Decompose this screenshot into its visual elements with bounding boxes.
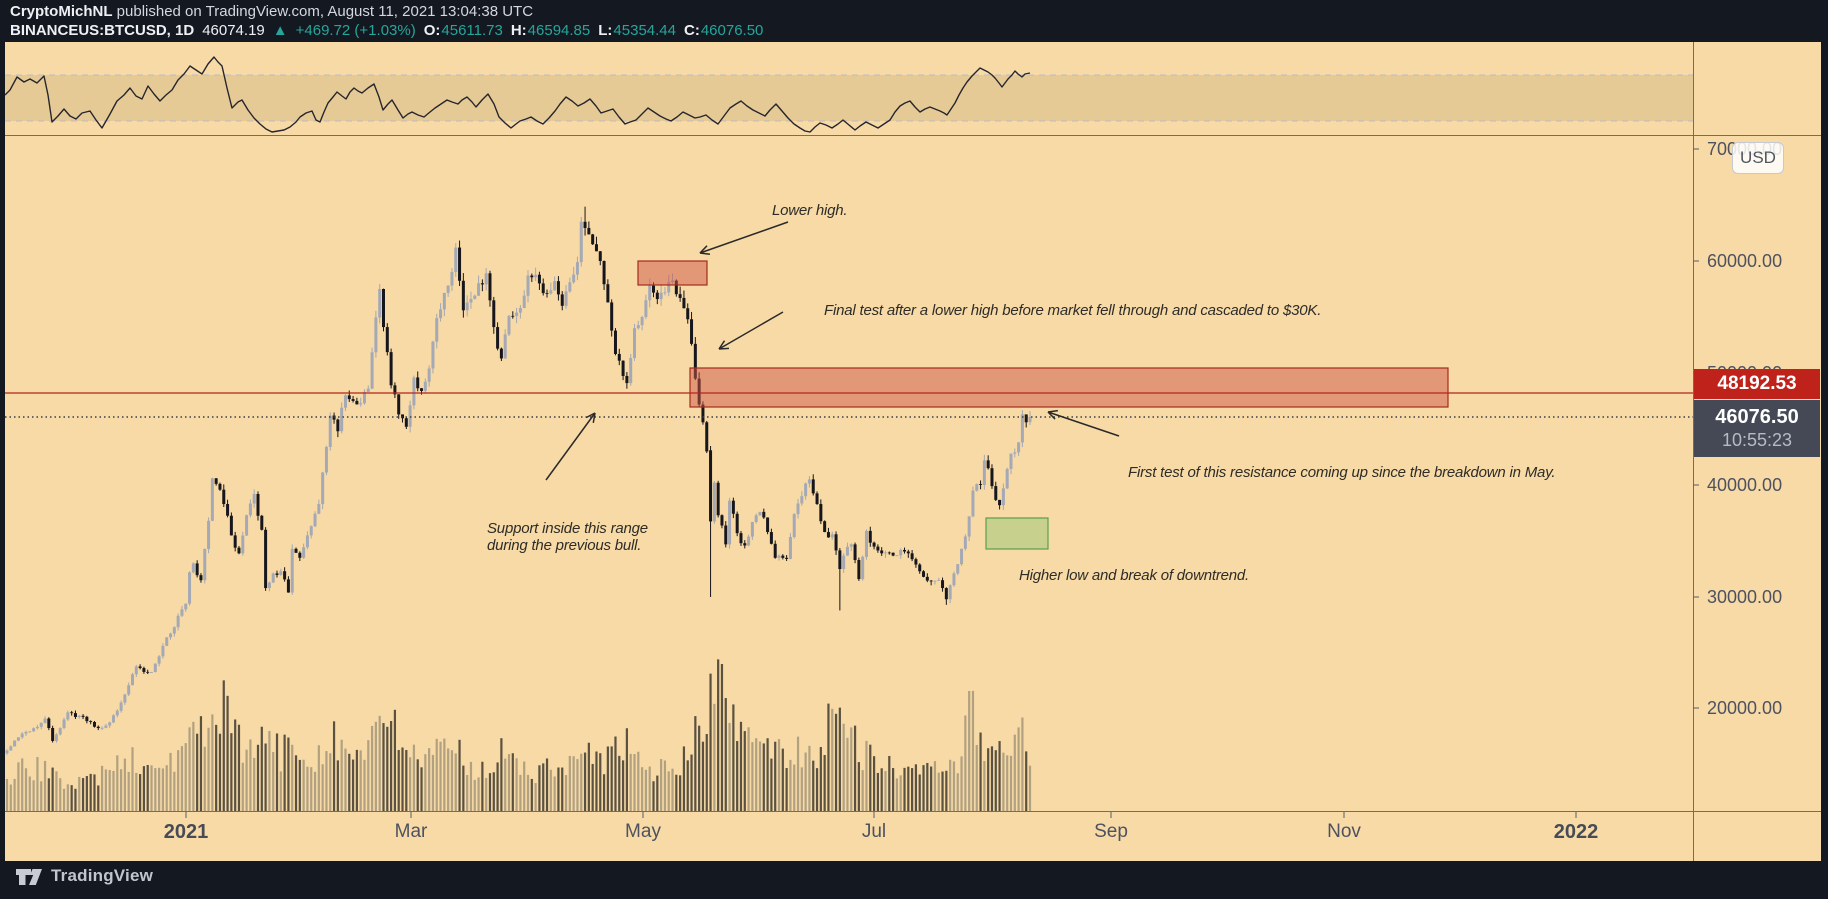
annotation-support-line2: during the previous bull. xyxy=(487,537,642,554)
publish-text: published on TradingView.com, August 11,… xyxy=(112,3,534,20)
price-axis[interactable]: 70000.0060000.0050000.0040000.0030000.00… xyxy=(1694,42,1821,861)
price-tick-label: 20000.00 xyxy=(1707,698,1783,718)
time-tick-label: 2021 xyxy=(163,821,209,843)
annotation-first-test[interactable]: First test of this resistance coming up … xyxy=(1128,464,1556,481)
price-tick-label: 30000.00 xyxy=(1707,587,1783,607)
publish-info: CryptoMichNL published on TradingView.co… xyxy=(10,3,533,20)
price-line-label: 48192.53 xyxy=(1694,369,1820,399)
author-name: CryptoMichNL xyxy=(10,3,113,20)
time-tick-label: May xyxy=(625,821,661,842)
annotation-support-line1: Support inside this range xyxy=(487,520,648,537)
last-price: 46074.19 xyxy=(202,22,265,39)
price-tick-label: 40000.00 xyxy=(1707,475,1783,495)
time-tick-label: Mar xyxy=(394,821,428,842)
high-readout: H:46594.85 xyxy=(510,22,591,39)
chart-header: CryptoMichNL published on TradingView.co… xyxy=(0,0,1828,42)
symbol-legend: BINANCEUS:BTCUSD, 1D 46074.19 ▲ +469.72 … xyxy=(10,22,763,39)
annotation-final-test[interactable]: Final test after a lower high before mar… xyxy=(824,302,1322,319)
price-change: +469.72 (+1.03%) xyxy=(295,22,416,39)
currency-toggle-button[interactable]: USD xyxy=(1732,142,1784,174)
footer: TradingView xyxy=(16,866,153,886)
tradingview-brand[interactable]: TradingView xyxy=(51,866,154,885)
price-tick-label: 60000.00 xyxy=(1707,251,1783,271)
open-readout: O:45611.73 xyxy=(423,22,503,39)
annotation-support[interactable]: Support inside this range during the pre… xyxy=(487,520,648,554)
time-tick-label: Jul xyxy=(861,821,887,842)
last-price-label: 46076.50 10:55:23 xyxy=(1694,400,1820,457)
annotation-higher-low[interactable]: Higher low and break of downtrend. xyxy=(1019,567,1250,584)
annotation-lower-high[interactable]: Lower high. xyxy=(772,202,848,219)
low-readout: L:45354.44 xyxy=(598,22,676,39)
time-axis[interactable]: 2021 Mar May Jul Sep Nov 2022 xyxy=(5,812,1693,861)
symbol-title: BINANCEUS:BTCUSD, 1D xyxy=(10,22,195,39)
tradingview-logo-icon[interactable] xyxy=(16,867,43,886)
time-tick-label: Sep xyxy=(1094,821,1128,842)
change-up-icon: ▲ xyxy=(272,22,288,39)
time-tick-label: 2022 xyxy=(1553,821,1599,843)
close-readout: C:46076.50 xyxy=(684,22,764,39)
countdown-timer: 10:55:23 xyxy=(1721,430,1793,450)
time-tick-label: Nov xyxy=(1327,821,1361,842)
last-price-value: 46076.50 xyxy=(1715,406,1799,428)
